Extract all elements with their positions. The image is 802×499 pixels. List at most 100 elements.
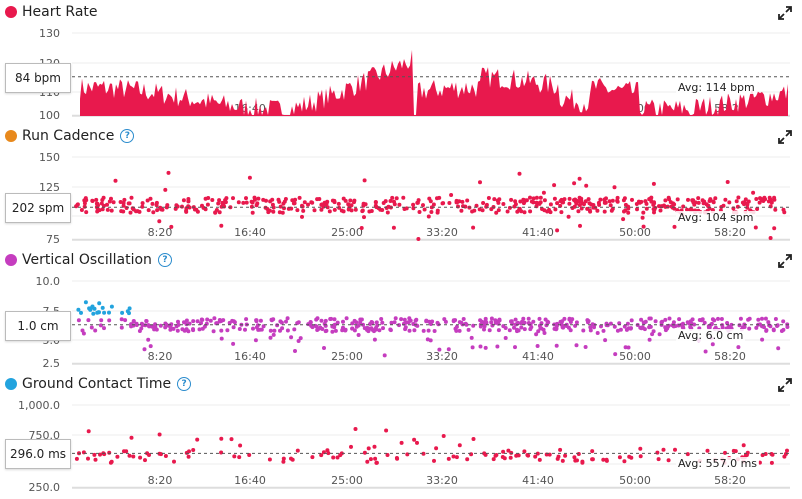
- data-point: [727, 325, 731, 330]
- data-point: [301, 208, 306, 213]
- data-point: [763, 452, 768, 456]
- data-point: [186, 454, 191, 459]
- data-point: [362, 326, 367, 331]
- data-point: [666, 458, 671, 463]
- data-point: [421, 451, 426, 456]
- data-point: [243, 327, 247, 332]
- data-point: [634, 202, 639, 206]
- data-point: [100, 305, 105, 310]
- data-point: [138, 455, 143, 460]
- gct-chart[interactable]: 1,000.0750.0500.0250.08:2016:4025:0033:2…: [0, 372, 802, 496]
- vo-panel: 10.07.55.02.58:2016:4025:0033:2041:4050:…: [0, 248, 802, 372]
- data-point: [310, 455, 315, 460]
- data-point: [755, 207, 760, 211]
- y-tick-label: 1,000.0: [18, 399, 60, 412]
- data-point: [497, 197, 502, 202]
- legend-dot-icon: [5, 6, 17, 18]
- data-point: [489, 320, 494, 325]
- vo-chart[interactable]: 10.07.55.02.58:2016:4025:0033:2041:4050:…: [0, 248, 802, 372]
- data-point: [208, 318, 213, 323]
- data-point: [98, 323, 103, 328]
- data-point: [231, 341, 236, 346]
- data-point: [295, 321, 300, 326]
- y-tick-label: 10.0: [36, 275, 61, 288]
- data-point: [176, 322, 181, 327]
- data-point: [710, 342, 715, 347]
- y-tick-label: 125: [39, 181, 60, 194]
- data-point: [781, 207, 786, 212]
- expand-icon[interactable]: [778, 6, 792, 20]
- expand-icon[interactable]: [778, 254, 792, 268]
- data-point: [723, 197, 728, 202]
- data-point: [90, 198, 95, 203]
- data-point: [300, 203, 304, 208]
- data-point: [385, 210, 390, 215]
- expand-icon[interactable]: [778, 378, 792, 392]
- data-point: [281, 456, 286, 461]
- data-point: [169, 322, 174, 327]
- data-point: [107, 310, 111, 315]
- data-point: [306, 202, 310, 207]
- hr-chart[interactable]: 1301201101008:2016:4025:0033:2041:4050:0…: [0, 0, 802, 124]
- data-point: [244, 200, 249, 205]
- data-point: [316, 326, 321, 331]
- data-point: [253, 338, 258, 343]
- cad-chart[interactable]: 150125100758:2016:4025:0033:2041:4050:00…: [0, 124, 802, 248]
- data-point: [588, 209, 593, 214]
- data-point: [771, 327, 776, 332]
- data-point: [191, 328, 196, 333]
- data-point: [399, 440, 404, 445]
- data-point: [206, 196, 211, 200]
- data-point: [314, 317, 319, 322]
- data-point: [360, 208, 365, 213]
- data-point: [470, 209, 475, 214]
- panel-title-text: Heart Rate: [22, 4, 98, 20]
- data-point: [356, 333, 361, 337]
- data-point: [352, 200, 356, 205]
- data-point: [447, 201, 452, 205]
- y-tick-label: 250.0: [29, 481, 61, 494]
- data-point: [384, 428, 389, 433]
- data-point: [781, 319, 786, 324]
- data-point: [140, 201, 145, 206]
- data-point: [389, 320, 394, 325]
- data-point: [362, 178, 367, 183]
- data-point: [195, 437, 200, 442]
- data-point: [454, 328, 459, 333]
- data-point: [115, 454, 120, 459]
- data-point: [588, 325, 593, 330]
- data-point: [97, 301, 102, 306]
- expand-icon[interactable]: [778, 130, 792, 144]
- data-point: [762, 195, 767, 200]
- data-point: [402, 207, 407, 211]
- data-point: [258, 318, 263, 323]
- help-icon[interactable]: ?: [177, 377, 192, 391]
- data-point: [163, 325, 168, 330]
- data-point: [94, 197, 99, 202]
- data-point: [107, 450, 112, 455]
- data-point: [83, 300, 88, 305]
- data-point: [76, 307, 81, 312]
- data-point: [373, 200, 378, 205]
- data-point: [325, 205, 330, 210]
- data-point: [496, 328, 501, 333]
- data-point: [227, 320, 232, 325]
- help-icon[interactable]: ?: [120, 129, 135, 143]
- legend-dot-icon: [5, 254, 17, 266]
- data-point: [725, 321, 730, 325]
- x-tick-label: 8:20: [148, 474, 173, 487]
- data-point: [157, 432, 162, 437]
- data-point: [369, 209, 374, 213]
- data-point: [93, 328, 98, 333]
- data-point: [586, 197, 591, 202]
- data-point: [501, 202, 506, 206]
- data-point: [508, 455, 513, 460]
- data-point: [216, 201, 221, 206]
- data-point: [653, 319, 658, 324]
- data-point: [437, 347, 442, 352]
- data-point: [516, 453, 521, 458]
- help-icon[interactable]: ?: [157, 253, 172, 267]
- data-point: [127, 453, 132, 458]
- data-point: [289, 335, 294, 340]
- data-point: [284, 319, 288, 324]
